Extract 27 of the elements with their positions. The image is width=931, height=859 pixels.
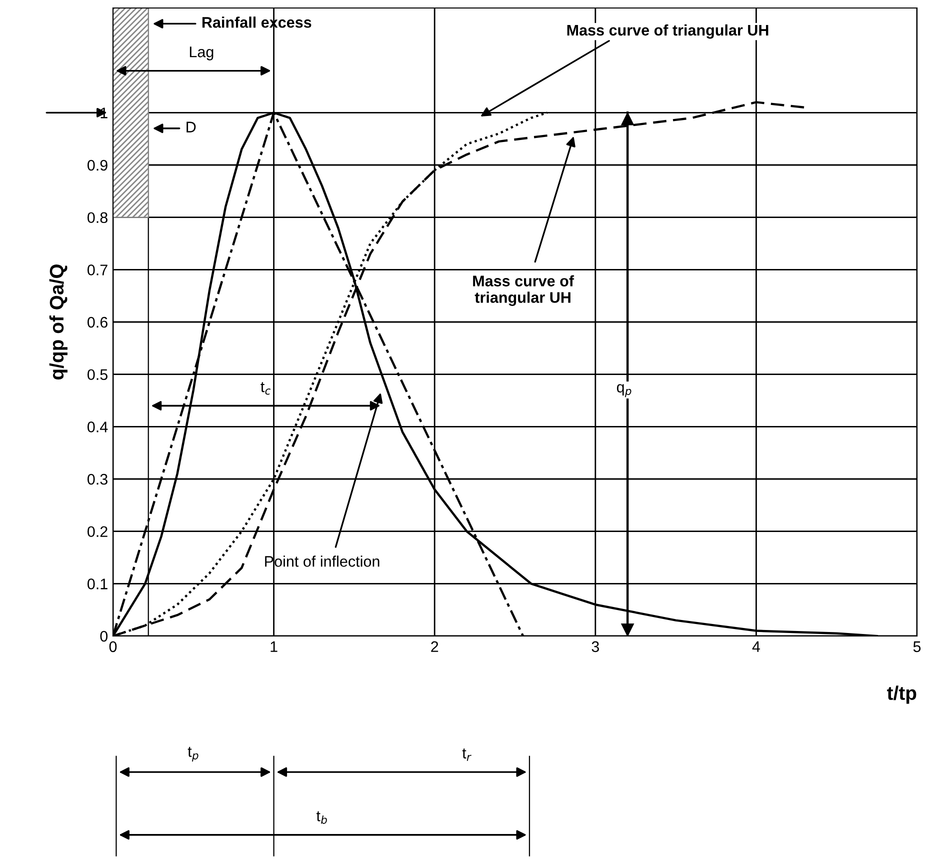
annotation: q$_{p}$	[616, 384, 632, 398]
y-tick-label: 0.3	[88, 474, 108, 485]
annotation: t$_{c}$	[260, 382, 271, 395]
x-tick-label: 4	[752, 641, 760, 652]
text: t$_{b}$	[316, 811, 327, 824]
y-tick-label: 0.9	[88, 160, 108, 171]
y-tick-label: 0	[100, 630, 108, 642]
x-axis-title: t/tp	[887, 686, 916, 704]
y-tick-label: 0.8	[88, 212, 108, 224]
x-tick-label: 0	[109, 641, 117, 652]
y-tick-label: 0.4	[88, 422, 108, 432]
text: t$_{p}$	[188, 746, 198, 762]
annotation: Mass curve of triangular UH	[473, 275, 574, 306]
y-axis-title: q/qp of Qa/Q	[49, 264, 68, 380]
y-tick-label: 0.5	[88, 369, 108, 380]
annotation: Lag	[190, 46, 214, 60]
annotation: Mass curve of triangular UH	[567, 24, 768, 39]
text: t$_{r}$	[462, 748, 472, 761]
x-tick-label: 2	[431, 641, 438, 652]
x-tick-label: 1	[270, 641, 278, 652]
x-tick-label: 5	[913, 641, 921, 652]
x-tick-label: 3	[592, 641, 599, 652]
y-tick-label: 0.6	[88, 316, 108, 328]
y-tick-label: 0.7	[88, 264, 108, 276]
y-tick-label: 0.1	[88, 578, 108, 590]
annotation: D	[186, 122, 196, 132]
y-tick-label: 0.2	[88, 526, 108, 538]
